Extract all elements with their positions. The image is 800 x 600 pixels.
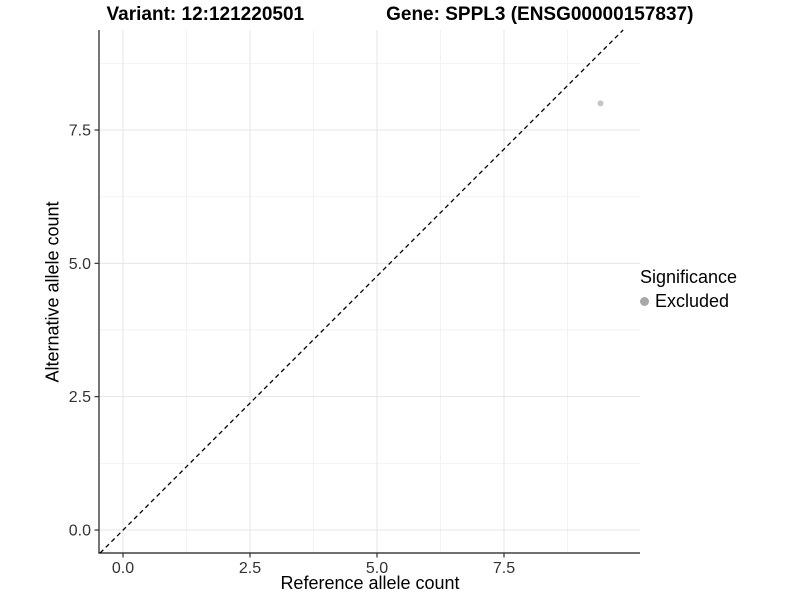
y-tick-label: 2.5 bbox=[69, 389, 91, 406]
x-tick-label: 2.5 bbox=[239, 560, 261, 577]
y-tick-label: 0.0 bbox=[69, 523, 91, 540]
legend: Significance Excluded bbox=[640, 266, 737, 312]
identity-line bbox=[99, 29, 624, 554]
y-axis-title: Alternative allele count bbox=[42, 201, 63, 383]
y-tick-label: 5.0 bbox=[69, 256, 91, 273]
legend-title: Significance bbox=[640, 267, 738, 287]
legend-entry-label: Excluded bbox=[655, 291, 730, 311]
x-tick-label: 5.0 bbox=[366, 560, 388, 577]
data-point bbox=[597, 100, 604, 107]
gene-title: Gene: SPPL3 (ENSG00000157837) bbox=[386, 4, 694, 25]
x-tick-label: 7.5 bbox=[493, 560, 515, 577]
variant-title: Variant: 12:121220501 bbox=[106, 4, 305, 25]
y-tick-label: 7.5 bbox=[69, 123, 91, 140]
excluded-point-icon bbox=[640, 297, 649, 306]
legend-entry-excluded: Excluded bbox=[640, 291, 737, 312]
plot-title-row: Variant: 12:121220501 Gene: SPPL3 (ENSG0… bbox=[0, 5, 800, 25]
x-tick-label: 0.0 bbox=[112, 560, 134, 577]
x-axis-title: Reference allele count bbox=[280, 573, 460, 593]
